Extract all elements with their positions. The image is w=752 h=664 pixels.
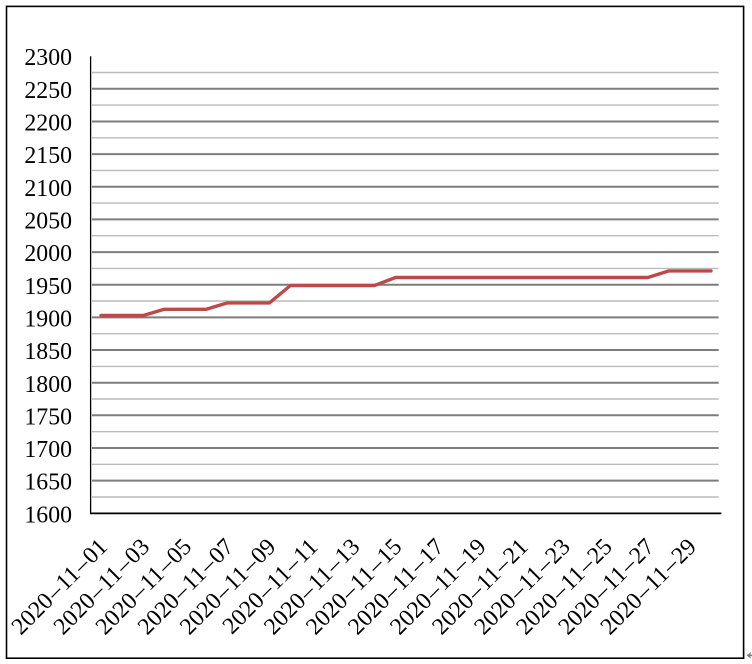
svg-text:2200: 2200 bbox=[24, 111, 72, 137]
svg-text:2100: 2100 bbox=[24, 176, 72, 202]
svg-text:1850: 1850 bbox=[24, 339, 72, 365]
svg-text:1650: 1650 bbox=[24, 470, 72, 496]
svg-text:1600: 1600 bbox=[24, 502, 72, 528]
svg-text:1950: 1950 bbox=[24, 274, 72, 300]
svg-text:2150: 2150 bbox=[24, 143, 72, 169]
svg-text:1700: 1700 bbox=[24, 437, 72, 463]
svg-text:2050: 2050 bbox=[24, 209, 72, 235]
svg-text:2000: 2000 bbox=[24, 241, 72, 267]
svg-text:1800: 1800 bbox=[24, 372, 72, 398]
svg-text:1900: 1900 bbox=[24, 307, 72, 333]
svg-text:2250: 2250 bbox=[24, 78, 72, 104]
svg-text:1750: 1750 bbox=[24, 404, 72, 430]
svg-text:2300: 2300 bbox=[24, 45, 72, 71]
